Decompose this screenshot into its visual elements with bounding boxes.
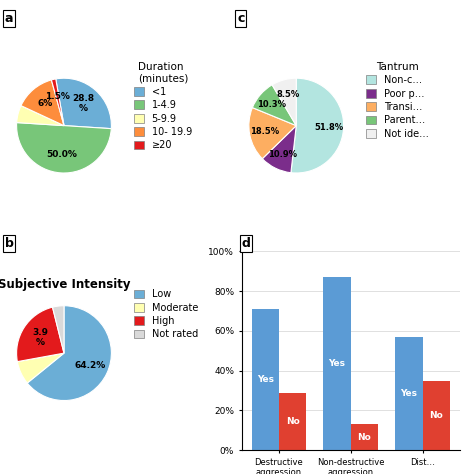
Text: 18.5%: 18.5% xyxy=(250,127,279,136)
Wedge shape xyxy=(17,123,111,173)
Wedge shape xyxy=(291,78,344,173)
Legend: <1, 1-4.9, 5-9.9, 10- 19.9, ≥20: <1, 1-4.9, 5-9.9, 10- 19.9, ≥20 xyxy=(134,62,192,150)
Wedge shape xyxy=(17,307,64,362)
Text: Yes: Yes xyxy=(401,389,418,398)
Text: a: a xyxy=(5,12,13,25)
Wedge shape xyxy=(18,353,64,383)
Text: 8.5%: 8.5% xyxy=(276,90,300,99)
Text: c: c xyxy=(237,12,245,25)
Text: 1.5%: 1.5% xyxy=(45,92,70,101)
Title: Subjective Intensity: Subjective Intensity xyxy=(0,278,130,292)
Bar xyxy=(395,337,423,450)
Bar xyxy=(323,277,351,450)
Wedge shape xyxy=(27,306,111,401)
Bar xyxy=(279,392,306,450)
Bar xyxy=(423,381,450,450)
Text: 50.0%: 50.0% xyxy=(46,150,78,159)
Text: No: No xyxy=(286,417,300,426)
Wedge shape xyxy=(272,78,296,126)
Wedge shape xyxy=(249,108,296,159)
Text: 3.9
%: 3.9 % xyxy=(32,328,48,347)
Text: 10.9%: 10.9% xyxy=(267,150,297,159)
Text: Yes: Yes xyxy=(328,359,346,368)
Legend: Non-c…, Poor p…, Transi…, Parent…, Not ide…: Non-c…, Poor p…, Transi…, Parent…, Not i… xyxy=(366,62,428,139)
Text: 64.2%: 64.2% xyxy=(74,361,105,370)
Text: 6%: 6% xyxy=(37,99,53,108)
Wedge shape xyxy=(252,85,296,126)
Wedge shape xyxy=(53,306,64,353)
Bar xyxy=(351,424,378,450)
Text: b: b xyxy=(5,237,14,250)
Text: No: No xyxy=(357,433,371,442)
Text: d: d xyxy=(242,237,251,250)
Text: 28.8
%: 28.8 % xyxy=(73,94,95,113)
Legend: Low, Moderate, High, Not rated: Low, Moderate, High, Not rated xyxy=(134,289,198,339)
Wedge shape xyxy=(262,126,296,173)
Bar xyxy=(252,309,279,450)
Text: 51.8%: 51.8% xyxy=(314,123,343,132)
Text: No: No xyxy=(429,411,443,420)
Wedge shape xyxy=(21,80,64,126)
Text: 10.3%: 10.3% xyxy=(257,100,286,109)
Wedge shape xyxy=(56,78,111,128)
Text: Yes: Yes xyxy=(257,375,274,384)
Wedge shape xyxy=(51,79,64,126)
Wedge shape xyxy=(17,106,64,126)
